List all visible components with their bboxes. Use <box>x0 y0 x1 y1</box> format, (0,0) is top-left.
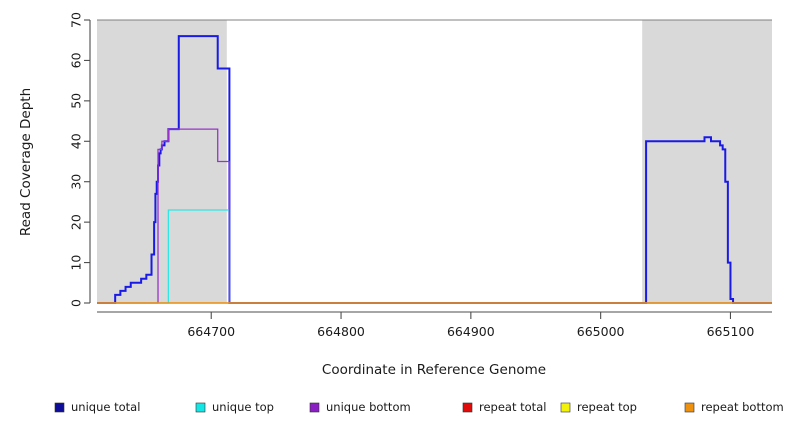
y-tick-label: 40 <box>69 133 84 149</box>
legend-label: repeat bottom <box>701 400 784 414</box>
shaded-band-group <box>97 19 772 303</box>
y-tick-label: 30 <box>69 174 84 190</box>
series-unique-bottom <box>97 128 772 304</box>
y-tick-label: 60 <box>69 52 84 68</box>
legend-swatch <box>462 402 473 413</box>
y-axis-title: Read Coverage Depth <box>18 88 34 236</box>
y-tick-label: 70 <box>69 12 84 28</box>
legend-swatch <box>54 402 65 413</box>
y-tick-label: 50 <box>69 93 84 109</box>
series-group <box>97 35 772 304</box>
y-axis-ticks: 0 10 20 30 40 50 60 70 <box>69 12 90 307</box>
x-axis-title: Coordinate in Reference Genome <box>322 362 546 378</box>
legend-swatch <box>684 402 695 413</box>
x-tick-label: 664700 <box>187 324 235 339</box>
legend-swatch <box>195 402 206 413</box>
right-repeat-region <box>642 20 772 303</box>
chart-legend: unique total unique top unique bottom repea… <box>54 400 784 414</box>
legend-label: unique top <box>212 400 274 414</box>
left-repeat-region <box>97 20 227 303</box>
series-unique-total <box>97 35 772 304</box>
x-tick-label: 664900 <box>447 324 495 339</box>
y-tick-label: 20 <box>69 214 84 230</box>
legend-label: unique bottom <box>326 400 411 414</box>
x-tick-label: 665000 <box>577 324 625 339</box>
y-tick-label: 0 <box>69 299 84 307</box>
y-tick-label: 10 <box>69 255 84 271</box>
legend-label: repeat top <box>577 400 637 414</box>
x-tick-label: 664800 <box>317 324 365 339</box>
legend-label: repeat total <box>479 400 546 414</box>
x-axis-ticks: 664700 664800 664900 665000 665100 <box>187 312 754 339</box>
x-tick-label: 665100 <box>707 324 755 339</box>
legend-swatch <box>560 402 571 413</box>
legend-swatch <box>309 402 320 413</box>
legend-label: unique total <box>71 400 140 414</box>
